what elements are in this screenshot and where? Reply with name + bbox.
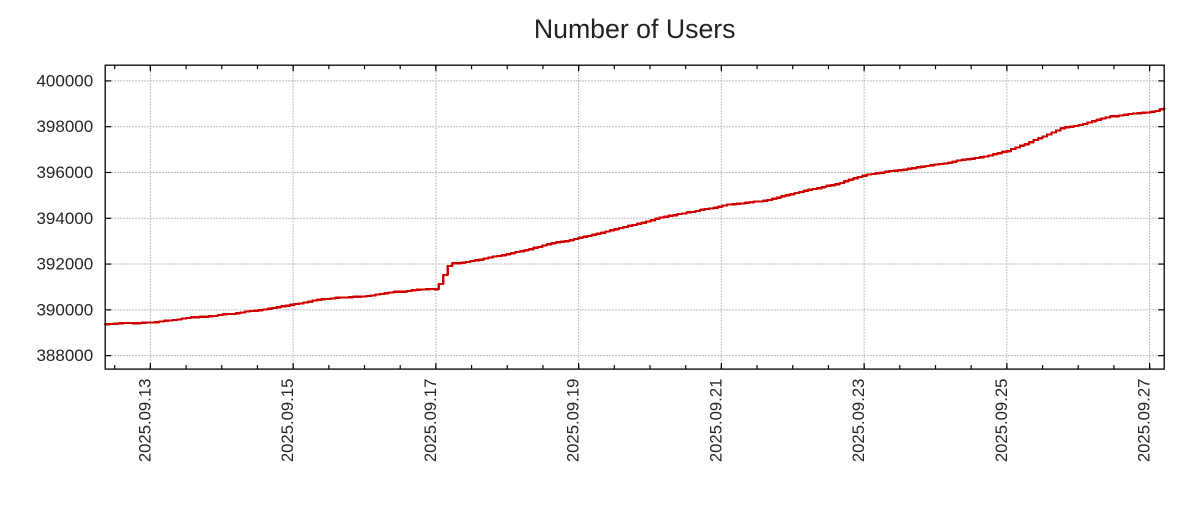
svg-text:394000: 394000 (36, 209, 93, 228)
svg-text:2025.09.19: 2025.09.19 (564, 379, 583, 463)
svg-text:388000: 388000 (36, 346, 93, 365)
svg-text:2025.09.25: 2025.09.25 (992, 379, 1011, 463)
svg-text:390000: 390000 (36, 300, 93, 319)
svg-text:398000: 398000 (36, 117, 93, 136)
svg-text:2025.09.21: 2025.09.21 (706, 379, 725, 463)
svg-text:2025.09.17: 2025.09.17 (421, 379, 440, 463)
svg-text:2025.09.15: 2025.09.15 (278, 379, 297, 463)
svg-text:2025.09.13: 2025.09.13 (135, 379, 154, 463)
svg-text:2025.09.27: 2025.09.27 (1135, 379, 1154, 463)
svg-text:392000: 392000 (36, 255, 93, 274)
svg-text:400000: 400000 (36, 71, 93, 90)
svg-text:396000: 396000 (36, 163, 93, 182)
svg-text:2025.09.23: 2025.09.23 (849, 379, 868, 463)
